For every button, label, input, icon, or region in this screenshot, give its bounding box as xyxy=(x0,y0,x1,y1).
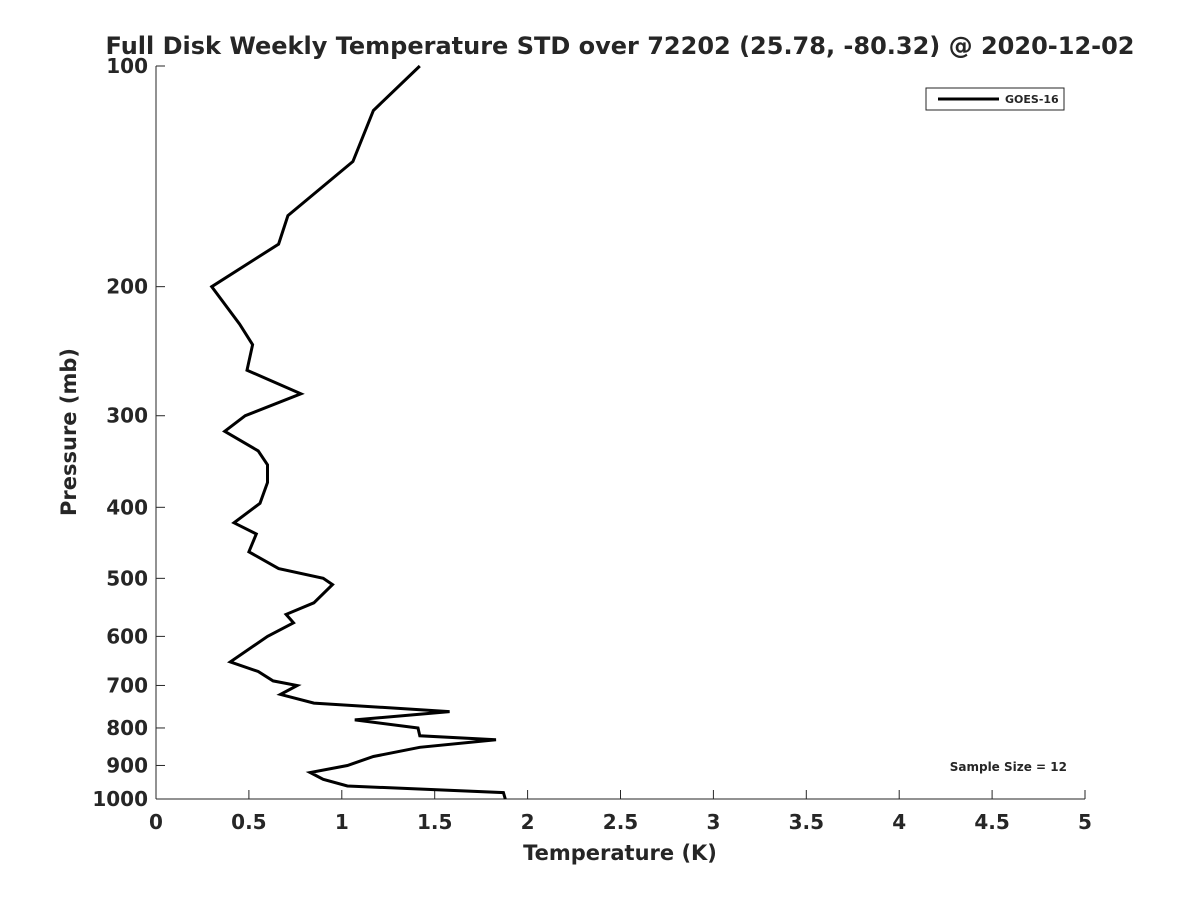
chart-title: Full Disk Weekly Temperature STD over 72… xyxy=(106,32,1135,60)
x-tick-label: 0 xyxy=(149,810,163,834)
x-tick-label: 1 xyxy=(335,810,349,834)
y-tick-label: 400 xyxy=(106,495,148,519)
y-tick-label: 800 xyxy=(106,716,148,740)
y-tick-label: 600 xyxy=(106,624,148,648)
y-tick-label: 200 xyxy=(106,275,148,299)
y-tick-label: 100 xyxy=(106,54,148,78)
x-tick-label: 0.5 xyxy=(231,810,266,834)
y-tick-label: 1000 xyxy=(92,787,148,811)
x-tick-label: 4.5 xyxy=(974,810,1009,834)
legend-entry: GOES-16 xyxy=(1005,93,1059,106)
series-line-goes-16 xyxy=(209,64,507,800)
x-tick-label: 2 xyxy=(521,810,535,834)
y-tick-label: 900 xyxy=(106,753,148,777)
plot-area: 0 0.5 1 1.5 2 2.5 3 3.5 4 4.5 5 100 200 300 400 500 600… xyxy=(92,54,1092,834)
y-tick-label: 300 xyxy=(106,404,148,428)
y-tick-label: 500 xyxy=(106,566,148,590)
y-axis-label: Pressure (mb) xyxy=(57,348,81,516)
y-tick-label: 700 xyxy=(106,673,148,697)
x-axis-label: Temperature (K) xyxy=(523,841,717,865)
y-ticks: 100 200 300 400 500 600 700 800 900 1000 xyxy=(92,54,165,811)
x-tick-label: 3.5 xyxy=(789,810,824,834)
x-ticks: 0 0.5 1 1.5 2 2.5 3 3.5 4 4.5 5 xyxy=(149,790,1092,834)
x-tick-label: 2.5 xyxy=(603,810,638,834)
x-tick-label: 1.5 xyxy=(417,810,452,834)
x-tick-label: 4 xyxy=(892,810,906,834)
legend: GOES-16 xyxy=(925,87,1065,111)
x-tick-label: 3 xyxy=(706,810,720,834)
x-tick-label: 5 xyxy=(1078,810,1092,834)
sample-size-annotation: Sample Size = 12 xyxy=(950,760,1067,774)
